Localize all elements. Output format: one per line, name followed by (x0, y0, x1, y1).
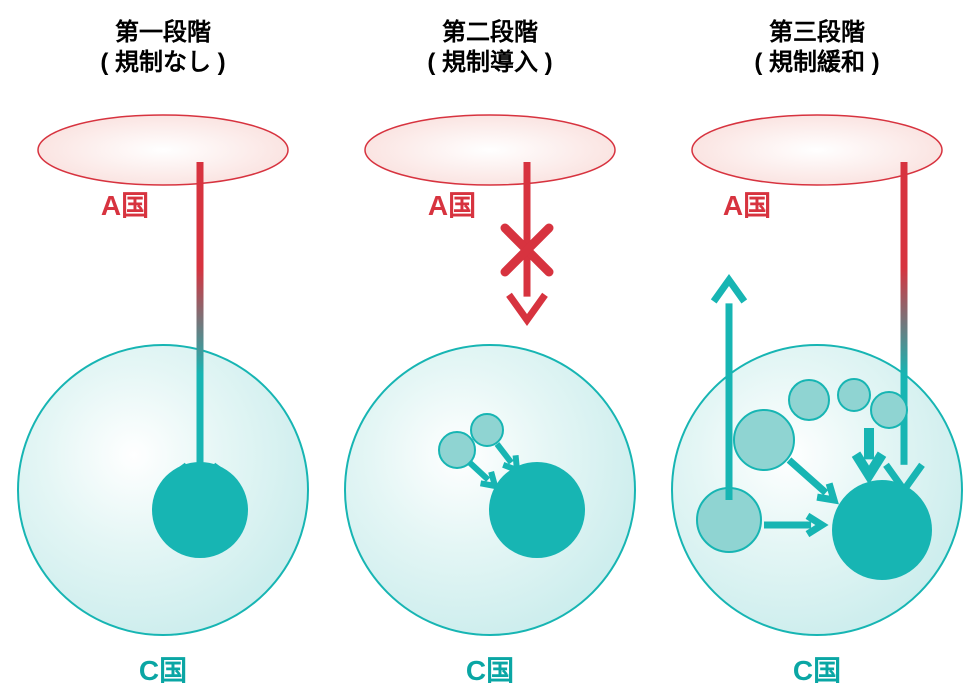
main-entity-circle (832, 480, 932, 580)
country-a-ellipse (38, 115, 288, 185)
country-a-label: A国 (101, 190, 149, 221)
country-c-sphere (345, 345, 635, 635)
panel-stage3: 第三段階( 規制緩和 ) A国 C国 (672, 18, 962, 686)
panel-stage2: 第二段階( 規制導入 ) A国 C国 (345, 18, 635, 686)
country-c-label: C国 (793, 655, 841, 686)
panel-title-line2: ( 規制なし ) (100, 49, 225, 76)
three-stage-diagram: 第一段階( 規制なし )A国C国第二段階( 規制導入 )A国C国第三段階( 規制… (0, 0, 980, 700)
main-arrow-shaft (197, 162, 204, 465)
panel-title-line1: 第一段階 (115, 18, 211, 46)
country-a-ellipse (365, 115, 615, 185)
small-entity-circle (838, 379, 870, 411)
small-entity-circle (789, 380, 829, 420)
panel-title-line2: ( 規制緩和 ) (754, 48, 879, 76)
country-c-label: C国 (139, 655, 187, 686)
panel-stage1: 第一段階 ( 規制なし ) A国 C国 (18, 18, 308, 686)
country-a-label: A国 (428, 190, 476, 221)
small-entity-circle (871, 392, 907, 428)
panel-title-line1: 第二段階 (442, 18, 538, 46)
panel-title-line2: ( 規制導入 ) (427, 48, 552, 76)
main-entity-circle (152, 462, 248, 558)
country-c-label: C国 (466, 655, 514, 686)
panel-title-line1: 第三段階 (769, 18, 865, 46)
small-entity-circle (471, 414, 503, 446)
main-entity-circle (489, 462, 585, 558)
country-a-label: A国 (723, 190, 771, 221)
small-entity-circle (734, 410, 794, 470)
blocked-arrow-head (509, 295, 545, 320)
